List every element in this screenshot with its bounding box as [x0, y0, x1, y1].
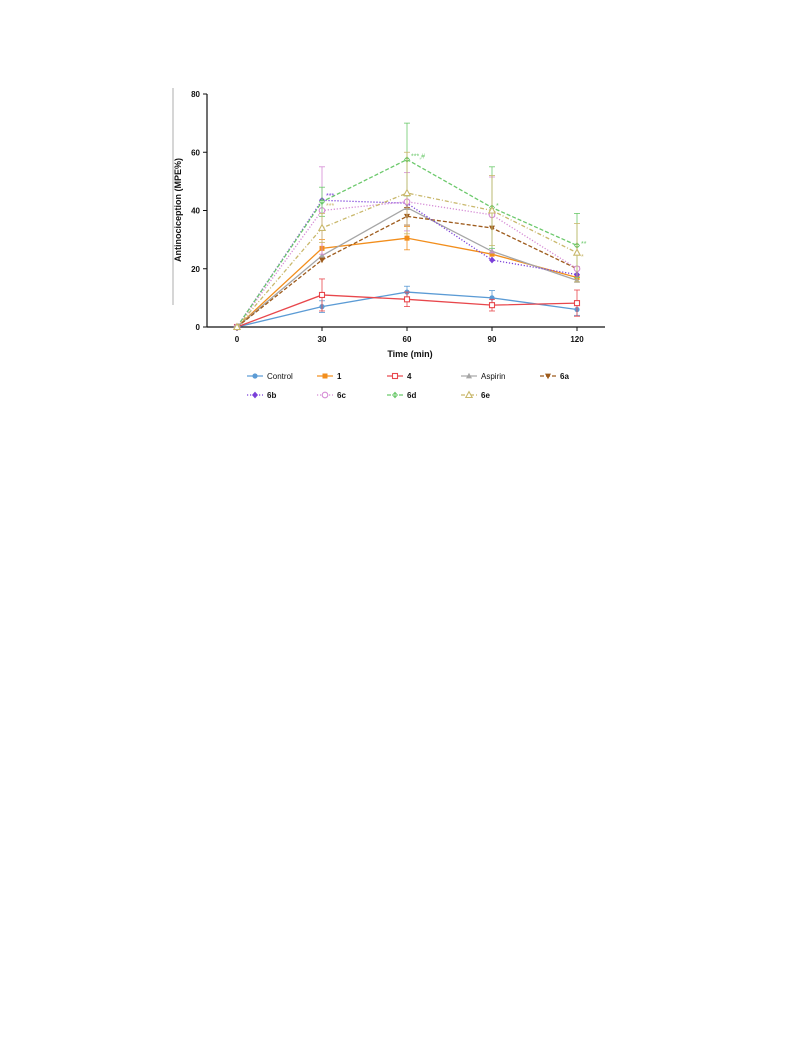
data-point: [404, 235, 410, 241]
significance-annotation: ***: [326, 193, 334, 200]
x-tick-label: 60: [403, 335, 412, 344]
legend-label: 6a: [560, 372, 569, 381]
data-point: [488, 302, 496, 309]
annotation-layer: *********,#****: [326, 154, 587, 261]
x-tick-label: 0: [235, 335, 240, 344]
y-tick-label: 80: [191, 90, 200, 99]
x-ticks: 0 30 60 90 120: [235, 327, 584, 344]
legend-label: 6d: [407, 391, 416, 400]
legend-item-control: Control: [247, 372, 293, 381]
legend-marker: [545, 373, 551, 380]
chart-figure: 0 20 40 60 80 0 30 60 90 120 Time (min) Antinoci…: [0, 0, 793, 440]
series-line: [236, 201, 578, 328]
legend-marker: [252, 391, 258, 399]
legend-item-1: 1: [317, 372, 342, 381]
legend-item-6c: 6c: [317, 391, 346, 400]
data-point: [402, 188, 412, 197]
series-1: [234, 226, 580, 330]
legend: Control 1 4 Aspirin 6a 6b 6c 6d 6e: [247, 372, 569, 400]
data-point: [487, 205, 497, 214]
legend-marker: [321, 391, 329, 399]
legend-marker: [466, 372, 472, 379]
data-point: [318, 291, 326, 299]
legend-item-6e: 6e: [461, 390, 490, 400]
series-6e: [232, 151, 582, 331]
legend-label: 6e: [481, 391, 490, 400]
legend-label: 1: [337, 372, 342, 381]
y-tick-label: 60: [191, 148, 200, 157]
legend-label: 6b: [267, 391, 276, 400]
series-line: [236, 215, 578, 328]
significance-annotation: *: [496, 203, 499, 210]
legend-item-6d: 6d: [387, 391, 416, 400]
legend-marker: [464, 390, 474, 399]
x-tick-label: 120: [570, 335, 584, 344]
y-tick-label: 20: [191, 265, 200, 274]
legend-label: Aspirin: [481, 372, 505, 381]
legend-label: 6c: [337, 391, 346, 400]
x-tick-label: 90: [488, 335, 497, 344]
legend-marker: [252, 373, 258, 379]
significance-annotation: ***,#: [411, 154, 425, 161]
y-axis-label: Antinociception (MPE%): [173, 158, 183, 262]
data-point: [573, 300, 581, 307]
legend-label: 4: [407, 372, 412, 381]
legend-marker: [322, 373, 328, 379]
legend-marker: [391, 372, 399, 380]
legend-label: Control: [267, 372, 293, 381]
legend-item-4: 4: [387, 372, 412, 381]
data-point: [319, 252, 325, 259]
data-point: [319, 257, 325, 264]
legend-item-6a: 6a: [540, 372, 569, 381]
significance-annotation: **: [581, 241, 587, 248]
y-ticks: 0 20 40 60 80: [191, 90, 207, 332]
x-tick-label: 30: [318, 335, 327, 344]
y-tick-label: 40: [191, 207, 200, 216]
x-axis-label: Time (min): [387, 349, 432, 359]
legend-item-6b: 6b: [247, 391, 276, 400]
data-point: [403, 296, 411, 303]
significance-annotation: *: [581, 254, 584, 261]
chart-svg: 0 20 40 60 80 0 30 60 90 120 Time (min) Antinoci…: [172, 88, 605, 400]
legend-item-aspirin: Aspirin: [461, 372, 505, 381]
series-layer: [232, 122, 582, 331]
y-tick-label: 0: [196, 323, 201, 332]
data-point: [232, 322, 242, 331]
data-point: [572, 248, 582, 256]
data-point: [489, 251, 495, 257]
data-point: [317, 223, 327, 232]
data-point: [489, 256, 495, 264]
series-4: [233, 278, 581, 331]
significance-annotation: ***: [326, 203, 334, 210]
